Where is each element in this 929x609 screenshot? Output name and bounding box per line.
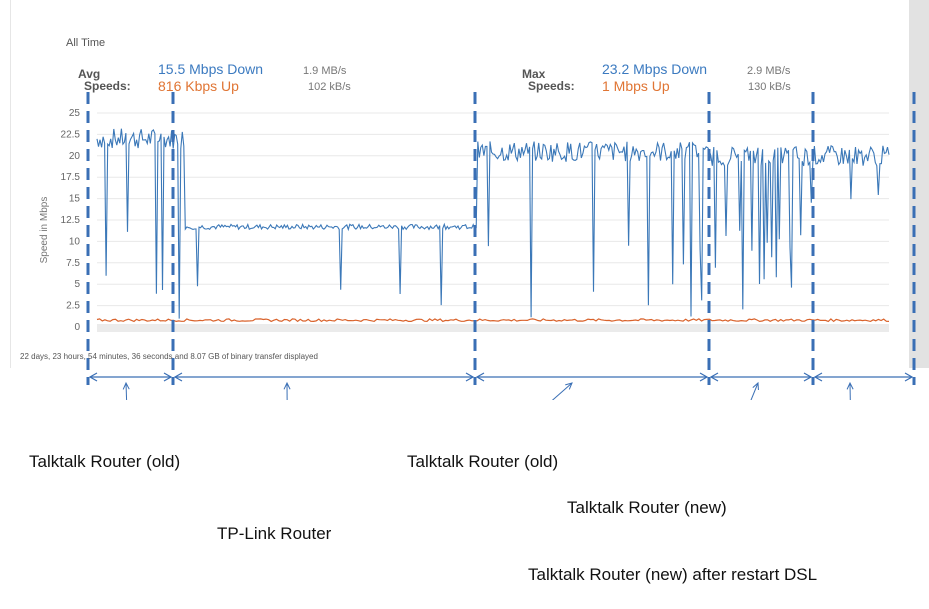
svg-text:7.5: 7.5 bbox=[66, 258, 80, 269]
svg-text:20: 20 bbox=[69, 151, 81, 162]
line-chart: 0 2.5 5 7.5 10 12.5 15 17.5 20 22.5 25 Speed in Mb… bbox=[39, 92, 916, 400]
grid-lines bbox=[97, 112, 889, 328]
svg-text:12.5: 12.5 bbox=[61, 215, 81, 226]
avg-up-bytes: 102 kB/s bbox=[308, 81, 351, 93]
svg-text:25: 25 bbox=[69, 108, 81, 119]
annotation-talktalk-new-restart: Talktalk Router (new) after restart DSL bbox=[528, 565, 818, 584]
max-down-bytes: 2.9 MB/s bbox=[747, 65, 791, 77]
svg-text:10: 10 bbox=[69, 236, 81, 247]
footer-summary: 22 days, 23 hours, 54 minutes, 36 second… bbox=[20, 352, 318, 361]
y-axis-ticks: 0 2.5 5 7.5 10 12.5 15 17.5 20 22.5 25 bbox=[61, 108, 81, 333]
max-label: Max bbox=[522, 67, 546, 81]
svg-text:15: 15 bbox=[69, 194, 81, 205]
max-speeds-label: Speeds: bbox=[528, 79, 575, 93]
avg-down: 15.5 Mbps Down bbox=[158, 61, 264, 77]
svg-text:0: 0 bbox=[74, 322, 80, 333]
upload-series-line bbox=[96, 318, 890, 323]
avg-up: 816 Kbps Up bbox=[158, 78, 239, 94]
segment-dividers bbox=[86, 92, 916, 385]
avg-down-bytes: 1.9 MB/s bbox=[303, 65, 347, 77]
svg-text:5: 5 bbox=[74, 279, 80, 290]
segment-arrows bbox=[88, 372, 914, 382]
time-axis-band bbox=[97, 324, 889, 332]
download-series-line bbox=[96, 128, 890, 319]
max-up-bytes: 130 kB/s bbox=[748, 81, 791, 93]
max-down: 23.2 Mbps Down bbox=[602, 61, 708, 77]
avg-speeds-label: Speeds: bbox=[84, 79, 131, 93]
avg-label: Avg bbox=[78, 67, 101, 81]
annotation-pointers bbox=[122, 381, 854, 400]
annotation-tp-link: TP-Link Router bbox=[217, 524, 332, 543]
svg-text:17.5: 17.5 bbox=[61, 172, 81, 183]
y-axis-label: Speed in Mbps bbox=[39, 197, 50, 264]
svg-text:2.5: 2.5 bbox=[66, 301, 80, 312]
svg-text:22.5: 22.5 bbox=[61, 129, 81, 140]
period-label: All Time bbox=[66, 37, 106, 49]
annotation-talktalk-new: Talktalk Router (new) bbox=[567, 498, 727, 517]
max-up: 1 Mbps Up bbox=[602, 78, 670, 94]
annotation-talktalk-old-2: Talktalk Router (old) bbox=[407, 452, 559, 471]
annotation-talktalk-old-1: Talktalk Router (old) bbox=[29, 452, 181, 471]
